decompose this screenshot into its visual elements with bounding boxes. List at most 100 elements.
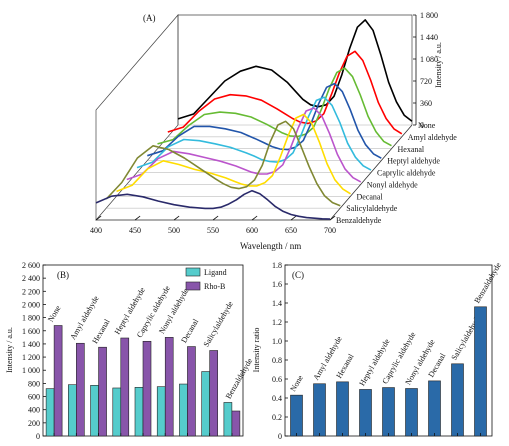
y-tick-label: 400 (28, 406, 40, 415)
category-label: None (46, 304, 63, 324)
bar-rho-b (164, 337, 174, 437)
legend-swatch (185, 267, 201, 277)
y-tick-label: 2 600 (22, 261, 40, 270)
y-tick-label: 1 200 (22, 353, 40, 362)
y-tick-label: 1.2 (272, 318, 282, 327)
panel-b-label: (B) (57, 270, 69, 280)
x-tick (212, 215, 219, 221)
x-tick-label: 650 (285, 226, 297, 235)
category-label: Hexanal (90, 317, 112, 345)
category-label: Decanal (179, 317, 200, 345)
panel-a-x-axis-label: Wavelength / nm (240, 241, 301, 251)
y-tick-label: 2 400 (22, 274, 40, 283)
panel-a-waterfall: (A) Wavelength / nm Intensity / a.u. 0 36… (90, 11, 457, 251)
back-wall-frame (177, 14, 413, 125)
y-tick-label: 1.4 (272, 299, 282, 308)
category-label: Benzaldehyde (472, 261, 503, 305)
bar-ligand (201, 371, 210, 437)
series-label: Amyl aldehyde (408, 133, 458, 142)
z-tick-label: 0 (420, 121, 424, 130)
legend-label: Rho-B (204, 282, 225, 291)
y-tick-label: 0.6 (272, 375, 282, 384)
bar-value (336, 381, 349, 437)
y-tick-label: 2 000 (22, 300, 40, 309)
left-wall-frame (95, 14, 179, 221)
bar-value (359, 389, 372, 437)
bar-rho-b (142, 340, 152, 437)
y-tick-label: 1 800 (22, 314, 40, 323)
bar-ligand (134, 387, 144, 437)
category-label: Decanal (426, 351, 447, 379)
y-tick-label: 1 000 (22, 366, 40, 375)
y-tick-label: 0.8 (272, 356, 282, 365)
bar-ligand (112, 387, 122, 437)
category-label: None (288, 373, 305, 393)
x-tick-label: 600 (246, 226, 258, 235)
x-tick (290, 215, 297, 221)
bar-rho-b (76, 342, 85, 437)
x-tick-label: 450 (129, 226, 141, 235)
series-label: Hexanal (398, 145, 425, 154)
bar-rho-b (98, 346, 107, 437)
panel-a-label: (A) (143, 13, 156, 23)
panel-b-y-axis-label: Intensity / a.u. (5, 327, 14, 373)
z-tick-label: 1 440 (420, 33, 438, 42)
y-tick-label: 200 (28, 419, 40, 428)
z-tick-label: 1 800 (420, 11, 438, 20)
panel-c-y-axis-label: Intensity ratio (252, 328, 261, 373)
series-label: Benzaldehyde (336, 216, 382, 225)
z-tick-label: 360 (420, 99, 432, 108)
x-tick (173, 215, 180, 221)
bar-rho-b (209, 350, 218, 437)
panel-b-bar-chart: (B) Intensity / a.u. 0 200 400 600 800 1 000 1… (5, 261, 255, 441)
z-tick-label: 720 (420, 77, 432, 86)
x-tick-label: 500 (168, 226, 180, 235)
legend-swatch (185, 281, 201, 291)
bar-value (474, 306, 487, 437)
y-tick-label: 1 600 (22, 327, 40, 336)
x-tick (251, 215, 258, 221)
category-label: Benzaldehyde (224, 356, 255, 400)
bar-ligand (90, 385, 99, 437)
bar-value (451, 363, 464, 437)
bar-value (313, 383, 326, 437)
legend-label: Ligand (204, 268, 227, 277)
x-tick (95, 215, 102, 221)
bar-value (382, 387, 395, 437)
bar-ligand (223, 402, 233, 437)
x-tick-label: 550 (207, 226, 219, 235)
bar-value (290, 394, 303, 437)
series-label: Heptyl aldehyde (387, 157, 440, 166)
bar-rho-b (231, 410, 241, 437)
series-line-benzaldehyde (95, 189, 331, 220)
series-line-nonyl-aldehyde (126, 107, 362, 183)
y-tick-label: 2 200 (22, 287, 40, 296)
z-tick-label: 1 080 (420, 55, 438, 64)
series-line-decanal (116, 113, 351, 195)
y-tick-label: 1.8 (272, 261, 282, 270)
y-tick-label: 800 (28, 379, 40, 388)
y-tick-label: 0 (278, 432, 282, 441)
bar-rho-b (120, 337, 130, 437)
series-label: Decanal (357, 192, 384, 201)
bar-value (428, 380, 441, 437)
bar-ligand (156, 386, 166, 437)
x-tick-label: 700 (324, 226, 336, 235)
y-tick-label: 0.2 (272, 413, 282, 422)
series-label: Salicylaldehyde (346, 204, 398, 213)
panel-a-z-axis-label: Intensity / a.u. (434, 42, 443, 88)
x-tick (329, 215, 336, 221)
bar-rho-b (187, 346, 196, 437)
y-tick-label: 1.0 (272, 337, 282, 346)
bar-rho-b (53, 325, 63, 437)
panel-c-bar-chart: (C) Intensity ratio 0 0.2 0.4 0.6 0.8 1.0 1.2 1… (252, 261, 503, 441)
bar-ligand (45, 388, 55, 437)
series-label: Nonyl aldehyde (367, 180, 418, 189)
category-label: Salicylaldehyde (202, 299, 236, 348)
y-tick-label: 1.6 (272, 280, 282, 289)
bar-ligand (68, 384, 77, 437)
bar-ligand (179, 383, 188, 437)
series-label: None (418, 121, 436, 130)
y-tick-label: 0 (36, 432, 40, 441)
